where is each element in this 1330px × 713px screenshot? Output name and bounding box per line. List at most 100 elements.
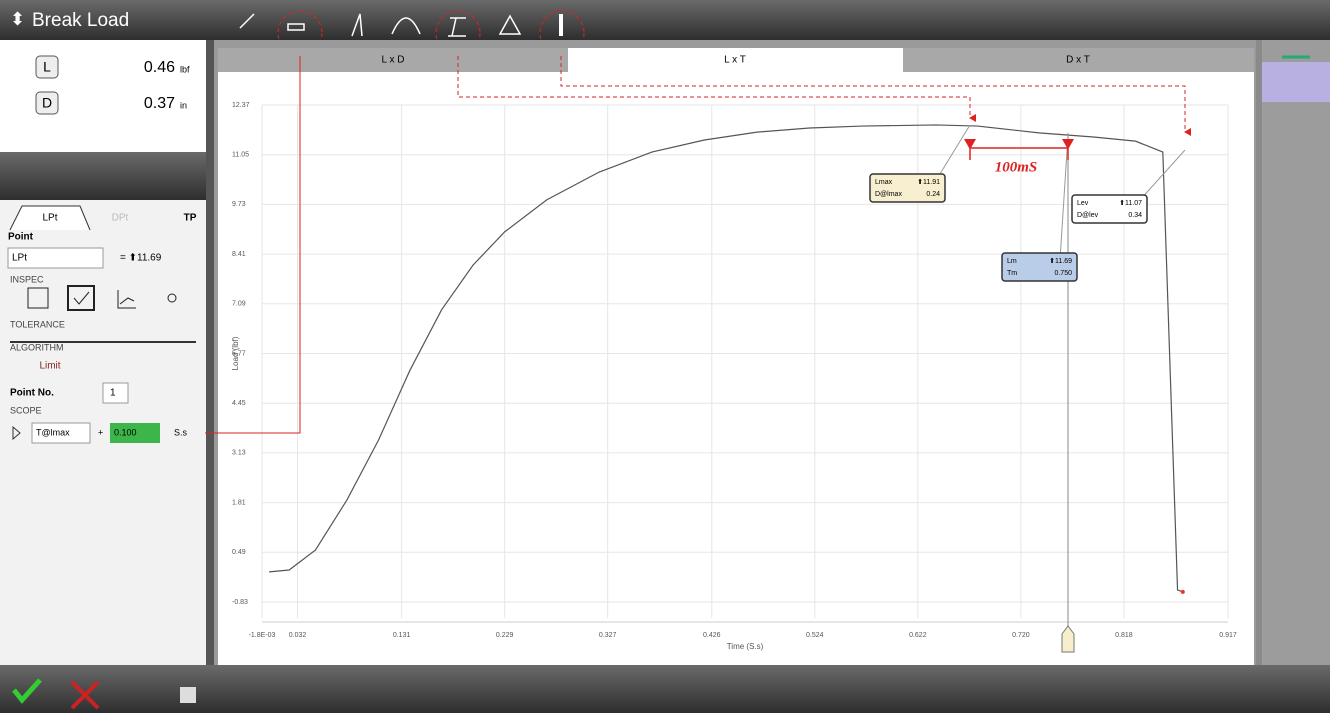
lock[interactable] — [180, 687, 196, 703]
readout-key: L — [43, 59, 51, 75]
panel-tab-label[interactable]: LPt — [42, 213, 57, 224]
section-label: TOLERANCE — [10, 319, 65, 329]
annotation-name: Tm — [1007, 270, 1017, 277]
y-tick-label: 5.77 — [232, 350, 246, 357]
y-axis-label: Load (lbf) — [231, 336, 240, 370]
annotation-name: D@lev — [1077, 212, 1099, 219]
readout-value: 0.37 — [144, 95, 175, 112]
scope-value[interactable]: 0.100 — [114, 427, 137, 437]
right-panel — [1262, 40, 1330, 665]
chart-bg — [218, 72, 1254, 665]
readout-unit: in — [180, 100, 187, 110]
expander[interactable] — [12, 425, 21, 441]
x-tick-label: 0.131 — [393, 632, 411, 639]
section-label: SCOPE — [10, 405, 42, 415]
x-tick-label: 0.229 — [496, 632, 514, 639]
tab-label[interactable]: L x T — [724, 55, 746, 66]
title-arrow: ⬍ — [10, 9, 25, 29]
top-bar — [0, 0, 1330, 40]
annotation-value: ⬆11.07 — [1119, 199, 1142, 207]
highlight-circles — [277, 10, 585, 56]
y-tick-label: -0.83 — [232, 599, 248, 606]
leader — [1139, 149, 1186, 201]
input[interactable] — [7, 247, 104, 269]
section-label: INSPEC — [10, 274, 44, 284]
y-tick-label: 0.49 — [232, 549, 246, 556]
guides — [205, 56, 1191, 434]
x-tick-label: -1.8E-03 — [249, 632, 276, 639]
readout-value: 0.46 — [144, 59, 175, 76]
y-tick-label: 3.13 — [232, 450, 246, 457]
key-box — [35, 55, 59, 79]
x-tick-label: 0.426 — [703, 632, 721, 639]
x-axis-label: Time (S.s) — [727, 642, 764, 651]
scope-unit: S.s — [174, 427, 188, 437]
leader — [934, 124, 971, 183]
tab[interactable] — [903, 48, 1254, 72]
title: Break Load — [32, 10, 129, 31]
label: Point No. — [10, 388, 54, 399]
annotation-box — [1001, 252, 1078, 282]
tab-label[interactable]: D x T — [1066, 55, 1090, 66]
y-tick-label: 11.05 — [232, 152, 249, 159]
input-text[interactable]: 1 — [110, 388, 116, 399]
reject[interactable] — [70, 680, 100, 710]
accept[interactable] — [12, 678, 42, 704]
y-tick-label: 7.09 — [232, 301, 246, 308]
panel-divider — [0, 152, 206, 200]
end-point — [1180, 589, 1185, 594]
inspec-icons[interactable] — [27, 285, 177, 311]
input[interactable] — [102, 382, 129, 404]
x-tick-label: 0.917 — [1219, 632, 1237, 639]
x-tick-label: 0.327 — [599, 632, 617, 639]
leader — [1059, 134, 1069, 261]
input[interactable] — [110, 423, 160, 443]
annotation-box — [1071, 194, 1148, 224]
scope-op: + — [98, 427, 103, 437]
y-tick-label: 9.73 — [232, 201, 246, 208]
y-tick-label: 12.37 — [232, 102, 250, 109]
annotation-value: 0.750 — [1054, 270, 1072, 277]
key-box — [35, 91, 59, 115]
panel-tab[interactable] — [9, 205, 91, 231]
scope-ref[interactable]: T@lmax — [36, 427, 70, 437]
toolbar[interactable] — [239, 13, 563, 37]
annotation-value: 0.24 — [926, 191, 940, 198]
y-tick-label: 8.41 — [232, 251, 246, 258]
panel-tab-label[interactable]: TP — [184, 213, 197, 224]
tab[interactable] — [218, 48, 568, 72]
annotation-name: Lmax — [875, 179, 893, 186]
annotation-value: ⬆11.91 — [917, 178, 940, 186]
annotation-value: 0.34 — [1128, 212, 1142, 219]
data-line — [269, 124, 1183, 593]
right-item[interactable] — [1262, 62, 1330, 102]
callout: 100mS — [995, 159, 1038, 175]
readout-panel — [0, 40, 206, 152]
section-label: ALGORITHM — [10, 342, 64, 352]
y-tick-label: 4.45 — [232, 400, 246, 407]
annotation-value: ⬆11.69 — [1049, 257, 1072, 265]
label: Point — [8, 232, 34, 243]
input[interactable] — [31, 422, 91, 444]
x-tick-label: 0.622 — [909, 632, 927, 639]
y-tick-label: 1.81 — [232, 499, 246, 506]
x-tick-label: 0.720 — [1012, 632, 1030, 639]
bottom-bar — [0, 665, 1330, 713]
cursor-handle — [1061, 625, 1075, 653]
point-value: = ⬆11.69 — [120, 253, 162, 264]
readout-unit: lbf — [180, 64, 190, 74]
annotation-name: D@lmax — [875, 191, 902, 198]
x-tick-label: 0.524 — [806, 632, 824, 639]
x-tick-label: 0.818 — [1115, 632, 1133, 639]
algorithm[interactable]: Limit — [39, 361, 60, 372]
separator — [206, 40, 214, 665]
tab-active[interactable] — [568, 48, 903, 72]
annotation-name: Lev — [1077, 200, 1089, 207]
x-tick-label: 0.032 — [289, 632, 307, 639]
tab-label[interactable]: L x D — [382, 55, 405, 66]
panel-tab-label[interactable]: DPt — [112, 213, 129, 224]
annotation-box — [869, 173, 946, 203]
input-text[interactable]: LPt — [12, 253, 27, 264]
